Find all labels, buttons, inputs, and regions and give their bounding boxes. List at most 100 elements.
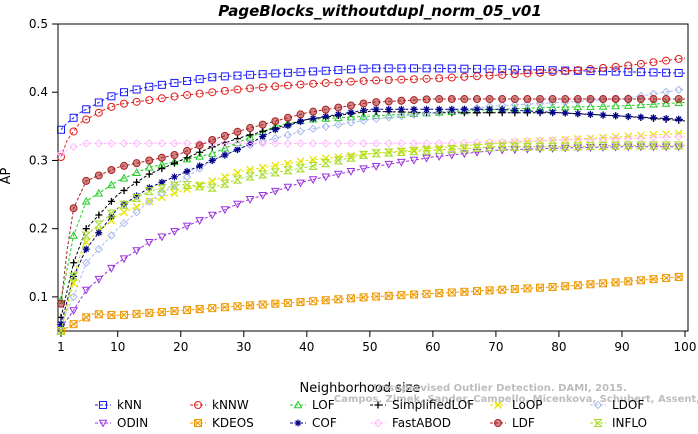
data-point bbox=[599, 279, 608, 288]
data-point bbox=[132, 159, 141, 168]
data-point bbox=[661, 141, 671, 150]
data-point bbox=[611, 62, 620, 71]
data-point bbox=[321, 122, 330, 131]
series-line bbox=[60, 88, 686, 325]
data-point bbox=[271, 299, 280, 308]
data-point bbox=[258, 70, 267, 79]
x-tick-label: 70 bbox=[488, 340, 503, 354]
data-point bbox=[648, 141, 659, 150]
x-tick-label: 1 bbox=[57, 340, 65, 354]
data-point bbox=[321, 79, 330, 88]
data-point bbox=[196, 148, 204, 156]
data-point bbox=[320, 159, 331, 168]
data-point bbox=[473, 287, 481, 296]
data-point bbox=[207, 183, 218, 192]
data-point bbox=[624, 95, 633, 104]
data-point bbox=[536, 283, 545, 292]
series-ldf bbox=[57, 95, 685, 308]
data-point bbox=[94, 98, 103, 107]
data-point bbox=[170, 78, 179, 87]
data-point bbox=[598, 141, 608, 150]
data-point bbox=[372, 292, 381, 301]
data-point bbox=[460, 150, 469, 159]
data-point bbox=[57, 320, 65, 328]
data-point bbox=[82, 225, 90, 233]
data-point bbox=[182, 139, 192, 148]
data-point bbox=[233, 135, 241, 143]
data-point bbox=[396, 147, 407, 156]
data-point bbox=[233, 168, 242, 177]
data-point bbox=[157, 94, 166, 103]
x-tick-label: 30 bbox=[236, 340, 251, 354]
data-point bbox=[182, 180, 192, 190]
data-point bbox=[674, 95, 683, 104]
data-point bbox=[246, 301, 255, 310]
data-point bbox=[612, 112, 620, 120]
data-point bbox=[599, 111, 607, 119]
data-point bbox=[296, 68, 305, 77]
data-point bbox=[333, 156, 344, 165]
data-point bbox=[372, 76, 381, 85]
data-point bbox=[536, 108, 544, 116]
data-point bbox=[258, 139, 267, 148]
data-point bbox=[283, 81, 292, 90]
data-point bbox=[233, 139, 242, 148]
data-point bbox=[195, 89, 204, 98]
data-point bbox=[94, 310, 103, 319]
data-point bbox=[120, 208, 128, 217]
data-point bbox=[144, 162, 154, 171]
data-point bbox=[245, 172, 255, 181]
data-point bbox=[422, 289, 431, 298]
data-point bbox=[586, 65, 595, 74]
data-point bbox=[573, 102, 583, 111]
data-point bbox=[106, 209, 117, 218]
data-point bbox=[56, 149, 66, 158]
data-point bbox=[383, 148, 394, 157]
data-point bbox=[397, 96, 406, 105]
data-point bbox=[422, 154, 431, 163]
data-point bbox=[371, 162, 381, 171]
data-point bbox=[94, 171, 103, 180]
data-point bbox=[246, 124, 255, 133]
data-point bbox=[422, 109, 431, 118]
data-point bbox=[120, 186, 128, 194]
data-point bbox=[649, 114, 657, 122]
data-point bbox=[107, 212, 115, 220]
data-point bbox=[133, 192, 141, 200]
data-point bbox=[144, 239, 154, 247]
data-point bbox=[334, 120, 343, 129]
data-point bbox=[81, 286, 91, 295]
data-point bbox=[599, 67, 608, 76]
data-point bbox=[548, 282, 557, 291]
data-point bbox=[145, 139, 154, 148]
data-point bbox=[346, 101, 355, 110]
data-point bbox=[195, 217, 205, 226]
data-point bbox=[573, 142, 583, 151]
data-point bbox=[220, 179, 230, 188]
legend-item-knn: kNN bbox=[95, 398, 142, 412]
data-point bbox=[296, 127, 305, 136]
data-point bbox=[523, 69, 532, 78]
data-point bbox=[586, 280, 595, 289]
data-point bbox=[484, 143, 495, 152]
data-point bbox=[346, 294, 355, 303]
data-point bbox=[195, 75, 204, 84]
data-point bbox=[119, 219, 129, 228]
data-point bbox=[82, 245, 90, 253]
data-point bbox=[333, 170, 343, 179]
data-point bbox=[183, 77, 192, 86]
data-point bbox=[359, 293, 368, 302]
legend-item-knnw: kNNW bbox=[190, 398, 249, 412]
data-point bbox=[409, 156, 419, 165]
legend-label: FastABOD bbox=[392, 416, 451, 430]
data-point bbox=[360, 106, 368, 114]
data-point bbox=[57, 299, 65, 308]
data-point bbox=[69, 127, 78, 136]
data-point bbox=[270, 168, 281, 177]
watermark: Campos, Zimek, Sander, Campello, Micenko… bbox=[334, 394, 698, 405]
data-point bbox=[359, 116, 368, 125]
data-point bbox=[623, 100, 633, 109]
y-tick-label: 0.3 bbox=[29, 153, 48, 167]
data-point bbox=[346, 112, 356, 121]
data-point bbox=[170, 307, 179, 316]
